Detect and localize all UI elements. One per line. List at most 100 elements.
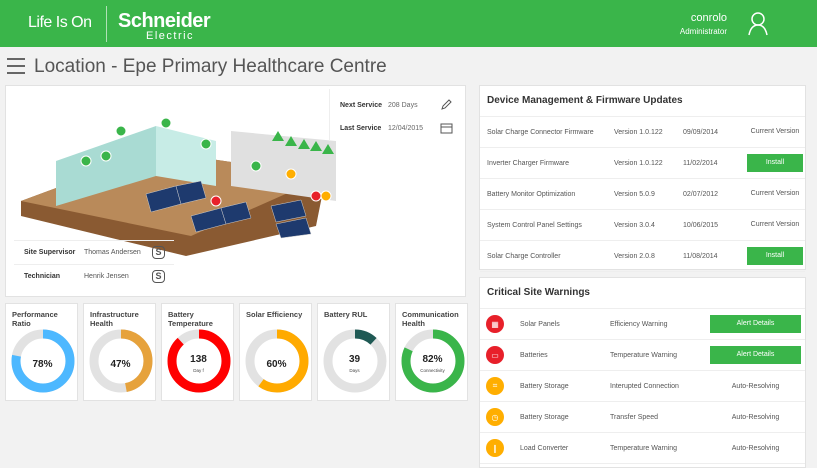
next-service-value: 208 Days — [388, 101, 418, 109]
device-name: Inverter Charger Firmware — [487, 159, 570, 167]
gauge-title: Performance Ratio — [12, 310, 58, 328]
warning-device: Batteries — [520, 351, 548, 359]
battery-icon: ▭ — [486, 346, 504, 364]
solar-panel-icon: ▦ — [486, 315, 504, 333]
calendar-icon[interactable] — [440, 122, 453, 134]
connection-icon: ⌗ — [486, 377, 504, 395]
device-status: Current Version — [750, 221, 800, 228]
warning-row: ◷ Battery Storage Transfer Speed Auto-Re… — [480, 402, 805, 433]
contact-row: Site Supervisor Thomas Andersen S — [14, 240, 174, 264]
warning-status: Auto-Resolving — [731, 413, 780, 421]
critical-warnings-panel: Critical Site Warnings ▦ Solar Panels Ef… — [479, 277, 806, 468]
gauge-value: 60% — [266, 359, 287, 370]
warning-device: Battery Storage — [520, 382, 569, 390]
clock-icon: ◷ — [486, 408, 504, 426]
gauge-card: Infrastructure Health 47% — [83, 303, 156, 401]
warning-issue: Transfer Speed — [610, 413, 658, 421]
skype-icon[interactable]: S — [152, 246, 165, 259]
warning-device: Solar Panels — [520, 320, 560, 328]
device-status: Current Version — [750, 128, 800, 135]
gauge-title: Solar Efficiency — [246, 310, 303, 319]
gauge-fill — [401, 329, 465, 393]
warning-status: Auto-Resolving — [731, 444, 780, 452]
gauge-title: Infrastructure Health — [90, 310, 139, 328]
site-overview-panel: Next Service 208 Days Last Service 12/04/2… — [5, 85, 466, 297]
site-illustration[interactable] — [16, 106, 336, 256]
install-button[interactable]: Install — [747, 154, 803, 172]
warning-issue: Efficiency Warning — [610, 320, 668, 328]
device-date: 09/09/2014 — [683, 128, 719, 136]
warning-status: Auto-Resolving — [731, 382, 780, 390]
device-row: Battery Monitor Optimization Version 5.0… — [480, 179, 805, 210]
warning-device: Load Converter — [520, 444, 569, 452]
user-info[interactable]: conrolo Administrator — [680, 12, 727, 36]
user-icon[interactable] — [748, 12, 768, 36]
service-info: Next Service 208 Days Last Service 12/04/2… — [329, 89, 465, 141]
last-service-value: 12/04/2015 — [388, 124, 424, 132]
gauge-card: Communication Health 82% Connectivity — [395, 303, 468, 401]
page-title: Location - Epe Primary Healthcare Centre — [34, 56, 387, 77]
thermometer-icon: ❙ — [486, 439, 504, 457]
alert-details-button[interactable]: Alert Details — [710, 346, 801, 364]
gauge-sub: Connectivity — [420, 368, 445, 373]
gauge-value: 47% — [110, 359, 131, 370]
warning-row: ▦ Solar Panels Efficiency Warning Alert … — [480, 309, 805, 340]
warning-device: Battery Storage — [520, 413, 569, 421]
gauge-card: Solar Efficiency 60% — [239, 303, 312, 401]
warning-row: ▭ Batteries Temperature Warning Alert De… — [480, 340, 805, 371]
alert-details-button[interactable]: Alert Details — [710, 315, 801, 333]
warning-issue: Temperature Warning — [610, 351, 678, 359]
gauge-title: Battery Temperature — [168, 310, 213, 328]
device-date: 11/08/2014 — [683, 252, 718, 260]
last-service-label: Last Service — [340, 124, 382, 132]
device-management-panel: Device Management & Firmware Updates Sol… — [479, 85, 806, 272]
warning-issue: Interupted Connection — [610, 382, 679, 390]
next-service-label: Next Service — [340, 101, 383, 109]
user-name: conrolo — [690, 12, 727, 24]
brand-logo: Schneider — [118, 10, 211, 32]
device-name: System Control Panel Settings — [487, 221, 582, 229]
tagline: Life Is On — [28, 14, 92, 31]
gauge-fill — [245, 329, 309, 393]
menu-icon[interactable] — [7, 58, 25, 79]
gauge-card: Performance Ratio 78% — [5, 303, 78, 401]
install-button[interactable]: Install — [747, 247, 803, 265]
device-version: Version 3.0.4 — [614, 221, 655, 229]
device-row: Solar Charge Connector Firmware Version … — [480, 117, 805, 148]
gauge-fill — [323, 329, 387, 393]
device-version: Version 1.0.122 — [614, 128, 663, 136]
panel-title: Device Management & Firmware Updates — [480, 86, 805, 117]
gauge-value: 82% — [422, 354, 443, 365]
gauge-donut — [323, 329, 387, 393]
app-header: Life Is On Schneider Electric conrolo Ad… — [0, 0, 817, 47]
gauge-donut — [11, 329, 75, 393]
device-date: 11/02/2014 — [683, 159, 718, 167]
device-name: Solar Charge Connector Firmware — [487, 128, 594, 136]
edit-icon[interactable] — [440, 99, 452, 111]
site-contacts: Site Supervisor Thomas Andersen S Technici… — [14, 240, 174, 288]
device-version: Version 1.0.122 — [614, 159, 663, 167]
warning-issue: Temperature Warning — [610, 444, 678, 452]
device-status: Current Version — [750, 190, 800, 197]
warning-row: ❙ Load Converter Temperature Warning Aut… — [480, 433, 805, 464]
gauge-donut — [245, 329, 309, 393]
divider — [106, 6, 107, 42]
gauge-value: 138 — [190, 354, 207, 365]
warning-row: ⌗ Battery Storage Interupted Connection … — [480, 371, 805, 402]
gauge-donut — [89, 329, 153, 393]
device-name: Battery Monitor Optimization — [487, 190, 576, 198]
gauge-donut — [401, 329, 465, 393]
device-version: Version 5.0.9 — [614, 190, 655, 198]
gauge-fill — [167, 329, 231, 393]
contact-role: Site Supervisor — [24, 249, 76, 256]
brand-sub: Electric — [146, 30, 195, 42]
gauge-donut — [167, 329, 231, 393]
device-date: 10/06/2015 — [683, 221, 719, 229]
skype-icon[interactable]: S — [152, 270, 165, 283]
gauge-sub: Day f — [193, 368, 204, 373]
contact-name: Henrik Jensen — [84, 273, 129, 280]
panel-title: Critical Site Warnings — [480, 278, 805, 309]
gauge-fill — [11, 329, 75, 393]
device-date: 02/07/2012 — [683, 190, 719, 198]
user-role: Administrator — [679, 27, 727, 36]
